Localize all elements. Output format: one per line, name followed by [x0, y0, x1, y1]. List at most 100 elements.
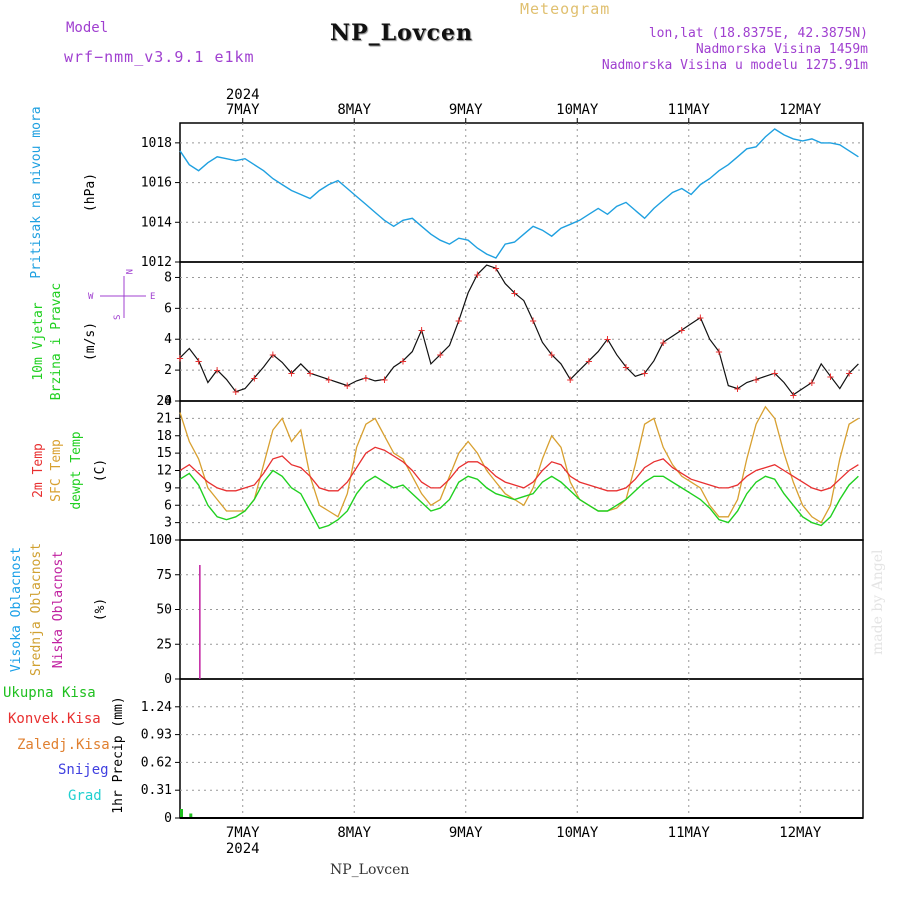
x-bottom-tick-label: 9MAY — [449, 825, 483, 841]
elevation-label: Nadmorska Visina 1459m — [695, 42, 868, 57]
wind-gust-mark: + — [418, 323, 425, 337]
wind-gust-mark: + — [214, 363, 221, 377]
x-bottom-tick-label: 10MAY — [556, 825, 599, 841]
pressure-unit-label: (hPa) — [83, 173, 98, 212]
wind-gust-mark: + — [790, 388, 797, 402]
compass-north-label: N — [123, 269, 133, 274]
y-tick-label: 75 — [156, 568, 172, 583]
wind-gust-mark: + — [734, 382, 741, 396]
wind-gust-mark: + — [251, 371, 258, 385]
y-tick-label: 0.62 — [141, 755, 172, 770]
y-tick-label: 2 — [164, 363, 172, 378]
pressure-ylabel: Pritisak na nivou mora — [29, 106, 44, 278]
y-tick-label: 1016 — [141, 176, 172, 191]
temp-sfc-ylabel: SFC Temp — [49, 439, 64, 502]
x-top-tick-label: 8MAY — [337, 102, 371, 118]
wind-gust-mark: + — [827, 369, 834, 383]
y-tick-label: 3 — [164, 516, 172, 531]
y-tick-label: 24 — [156, 394, 172, 409]
wind-gust-mark: + — [195, 354, 202, 368]
wind-gust-mark: + — [176, 351, 183, 365]
y-tick-label: 0 — [164, 672, 172, 687]
y-tick-label: 0 — [164, 533, 172, 548]
wind-gust-mark: + — [715, 345, 722, 359]
x-bottom-tick-label: 8MAY — [337, 825, 371, 841]
y-tick-label: 21 — [156, 411, 172, 426]
y-tick-label: 25 — [156, 637, 172, 652]
temp-unit-label: (C) — [93, 459, 108, 482]
y-tick-label: 15 — [156, 446, 172, 461]
x-top-tick-label: 10MAY — [556, 102, 599, 118]
wind-gust-mark: + — [678, 323, 685, 337]
wind-gust-mark: + — [344, 379, 351, 393]
precip-legend-0: Ukupna Kisa — [3, 685, 96, 701]
footer-station: NP_Lovcen — [330, 862, 410, 878]
x-top-tick-label: 11MAY — [668, 102, 711, 118]
wind-gust-mark: + — [808, 375, 815, 389]
y-tick-label: 100 — [149, 533, 172, 548]
wind-unit-label: (m/s) — [83, 322, 98, 361]
wind-gust-mark: + — [622, 360, 629, 374]
temp-dewp-line — [179, 469, 859, 530]
wind-gust-mark: + — [306, 366, 313, 380]
x-bottom-tick-label: 7MAY — [226, 825, 260, 841]
wind-gust-mark: + — [771, 366, 778, 380]
compass-west-label: W — [88, 292, 94, 302]
x-top-tick-label: 7MAY — [226, 102, 260, 118]
cloud-unit-label: (%) — [93, 598, 108, 621]
wind-gust-mark: + — [753, 372, 760, 386]
wind-gust-mark: + — [269, 348, 276, 362]
precip-total-bar — [189, 813, 193, 818]
y-tick-label: 12 — [156, 464, 172, 479]
model-elevation-label: Nadmorska Visina u modelu 1275.91m — [601, 58, 868, 73]
temp-2m-ylabel: 2m Temp — [31, 443, 46, 498]
y-tick-label: 18 — [156, 429, 172, 444]
wind-gust-mark: + — [325, 372, 332, 386]
precip-legend-3: Snijeg — [58, 762, 109, 778]
wind-gust-mark: + — [362, 371, 369, 385]
wind-gust-mark: + — [585, 354, 592, 368]
wind-gust-mark: + — [474, 267, 481, 281]
cloud-high-ylabel: Visoka Oblacnost — [9, 547, 24, 672]
x-top-tick-label: 9MAY — [449, 102, 483, 118]
model-label: Model — [66, 20, 109, 36]
pressure-line — [179, 128, 859, 259]
wind-gust-mark: + — [399, 354, 406, 368]
y-tick-label: 1018 — [141, 136, 172, 151]
temp-2m-line — [179, 446, 859, 492]
wind-gust-mark: + — [660, 335, 667, 349]
x-bottom-year-label: 2024 — [226, 841, 260, 857]
wind-gust-mark: + — [697, 311, 704, 325]
y-tick-label: 6 — [164, 498, 172, 513]
model-name: wrf−nmm_v3.9.1 e1km — [64, 48, 255, 66]
coords-label: lon,lat (18.8375E, 42.3875N) — [648, 26, 868, 41]
wind-gust-mark: + — [567, 372, 574, 386]
y-tick-label: 1014 — [141, 215, 172, 230]
precip-legend-2: Zaledj.Kisa — [17, 737, 110, 753]
wind-gust-mark: + — [437, 348, 444, 362]
wind-gust-mark: + — [492, 261, 499, 275]
cloud-low-ylabel: Niska Oblacnost — [51, 551, 66, 668]
y-tick-label: 6 — [164, 301, 172, 316]
precip-legend-1: Konvek.Kisa — [8, 711, 101, 727]
wind-gust-mark: + — [381, 372, 388, 386]
y-tick-label: 50 — [156, 603, 172, 618]
compass-south-label: S — [113, 315, 123, 320]
wind-ylabel-2: Brzina i Pravac — [49, 283, 64, 400]
y-tick-label: 8 — [164, 270, 172, 285]
cloud-low-bar — [199, 565, 201, 679]
meteogram-label: Meteogram — [520, 0, 611, 18]
wind-gust-mark: + — [845, 366, 852, 380]
y-tick-label: 1.24 — [141, 700, 172, 715]
wind-gust-mark: + — [288, 366, 295, 380]
temp-sfc-line — [179, 405, 859, 524]
y-tick-label: 0.31 — [141, 783, 172, 798]
compass-east-label: E — [150, 292, 155, 302]
wind-speed-line — [179, 264, 859, 396]
wind-gust-mark: + — [641, 366, 648, 380]
panel-frame-pressure — [179, 122, 864, 263]
precip-total-bar — [180, 809, 183, 818]
y-tick-label: 0 — [164, 811, 172, 826]
wind-gust-mark: + — [232, 385, 239, 399]
station-title: NP_Lovcen — [330, 20, 473, 46]
